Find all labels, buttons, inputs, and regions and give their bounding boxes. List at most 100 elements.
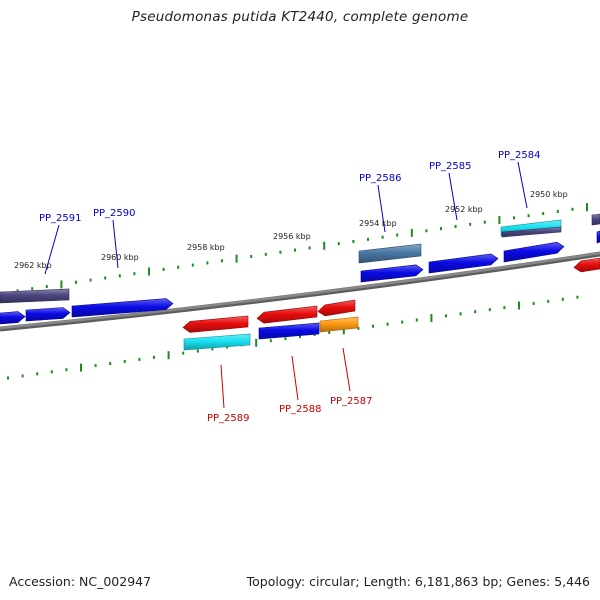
bottom-tick bbox=[153, 355, 155, 359]
top-tick bbox=[542, 212, 545, 216]
top-tick bbox=[308, 246, 311, 250]
bottom-tick bbox=[65, 368, 68, 372]
top-tick bbox=[556, 209, 559, 213]
tick-marks bbox=[2, 203, 588, 380]
bottom-tick bbox=[80, 363, 82, 372]
bottom-tick bbox=[196, 349, 199, 353]
top-tick bbox=[60, 280, 63, 289]
top-tick bbox=[45, 285, 48, 289]
gene-red-arrow bbox=[317, 299, 356, 317]
gene-label-top: PP_2590 bbox=[93, 208, 136, 219]
top-tick bbox=[469, 222, 472, 226]
kbp-label: 2952 kbp bbox=[445, 205, 483, 214]
top-tick bbox=[31, 287, 34, 291]
bottom-tick bbox=[547, 299, 550, 303]
gene-red-arrow bbox=[573, 257, 600, 273]
top-tick bbox=[235, 254, 238, 263]
bottom-tick bbox=[503, 306, 506, 310]
top-tick bbox=[440, 227, 442, 231]
gene-leader-line bbox=[291, 355, 299, 401]
bottom-tick bbox=[576, 295, 579, 299]
top-tick bbox=[162, 267, 165, 271]
bottom-tick bbox=[561, 297, 564, 301]
bottom-tick bbox=[532, 301, 535, 305]
bottom-tick bbox=[299, 335, 301, 339]
gene-label-bottom: PP_2587 bbox=[330, 396, 373, 407]
top-tick bbox=[571, 207, 574, 211]
top-tick bbox=[483, 220, 486, 224]
bottom-tick bbox=[138, 357, 141, 361]
bottom-tick bbox=[269, 339, 272, 343]
top-tick bbox=[279, 250, 282, 254]
bottom-tick bbox=[328, 330, 331, 334]
top-tick bbox=[177, 265, 180, 269]
backbone-highlight bbox=[0, 251, 600, 330]
bottom-tick bbox=[94, 364, 97, 368]
kbp-label: 2954 kbp bbox=[359, 219, 397, 228]
gene-pp2585-arrow bbox=[428, 253, 499, 274]
bottom-tick bbox=[50, 370, 53, 374]
kbp-label: 2950 kbp bbox=[530, 190, 568, 199]
topology-text: Topology: circular; Length: 6,181,863 bp… bbox=[246, 574, 590, 589]
gene-pp2586-block bbox=[358, 243, 422, 264]
top-tick bbox=[133, 272, 136, 276]
gene-edge-block bbox=[596, 230, 600, 244]
genome-title: Pseudomonas putida KT2440, complete geno… bbox=[131, 9, 469, 25]
bottom-tick bbox=[518, 301, 520, 310]
bottom-tick bbox=[488, 308, 491, 312]
bottom-tick bbox=[342, 326, 345, 335]
bottom-tick bbox=[357, 326, 360, 330]
top-tick bbox=[367, 237, 369, 241]
top-tick bbox=[513, 216, 515, 220]
bottom-tick bbox=[182, 351, 185, 355]
bottom-tick bbox=[445, 314, 447, 318]
top-tick bbox=[104, 276, 107, 280]
top-tick bbox=[337, 242, 340, 246]
gene-label-bottom: PP_2588 bbox=[279, 404, 322, 415]
gene-blue-arrow bbox=[0, 311, 26, 325]
bottom-tick bbox=[36, 372, 39, 376]
bottom-tick bbox=[386, 322, 389, 326]
gene-label-top: PP_2586 bbox=[359, 173, 402, 184]
gene-leader-line bbox=[342, 347, 351, 392]
gene-leader-line bbox=[44, 224, 60, 275]
gene-edge-block bbox=[591, 213, 600, 226]
gene-label-top: PP_2584 bbox=[498, 150, 541, 161]
map-labels: 2962 kbp 2960 kbp 2958 kbp 2956 kbp 2954 kbp… bbox=[14, 150, 568, 424]
top-tick bbox=[352, 239, 355, 243]
chromosome-backbone bbox=[0, 251, 600, 332]
bottom-tick bbox=[372, 324, 374, 328]
top-tick bbox=[206, 261, 209, 265]
gene-blue-arrow bbox=[503, 241, 565, 263]
top-tick bbox=[527, 214, 530, 218]
bottom-tick bbox=[474, 310, 477, 314]
gene-features bbox=[0, 213, 600, 351]
gene-pp2591-track bbox=[0, 288, 70, 304]
gene-red-arrow bbox=[256, 305, 318, 324]
kbp-label: 2956 kbp bbox=[273, 232, 311, 241]
top-tick bbox=[221, 259, 223, 263]
top-tick bbox=[118, 274, 121, 278]
bottom-tick bbox=[459, 312, 462, 316]
kbp-label: 2962 kbp bbox=[14, 261, 52, 270]
gene-pp2584-stripe bbox=[501, 226, 562, 238]
gene-pp2588-block bbox=[258, 322, 320, 340]
top-tick bbox=[498, 216, 501, 225]
bottom-tick bbox=[109, 362, 112, 366]
bottom-tick bbox=[7, 376, 9, 380]
gene-leader-line bbox=[112, 219, 119, 269]
top-tick bbox=[294, 248, 296, 252]
top-tick bbox=[148, 267, 150, 276]
gene-label-bottom: PP_2589 bbox=[207, 413, 250, 424]
top-tick bbox=[16, 289, 19, 293]
gene-pp2589-block bbox=[183, 333, 251, 351]
bottom-tick bbox=[255, 338, 258, 347]
top-tick bbox=[586, 203, 588, 212]
gene-label-top: PP_2585 bbox=[429, 161, 472, 172]
bottom-tick bbox=[211, 347, 214, 351]
bottom-tick bbox=[167, 351, 170, 360]
top-tick bbox=[323, 241, 326, 250]
top-tick bbox=[410, 228, 413, 237]
bottom-tick bbox=[415, 318, 418, 322]
